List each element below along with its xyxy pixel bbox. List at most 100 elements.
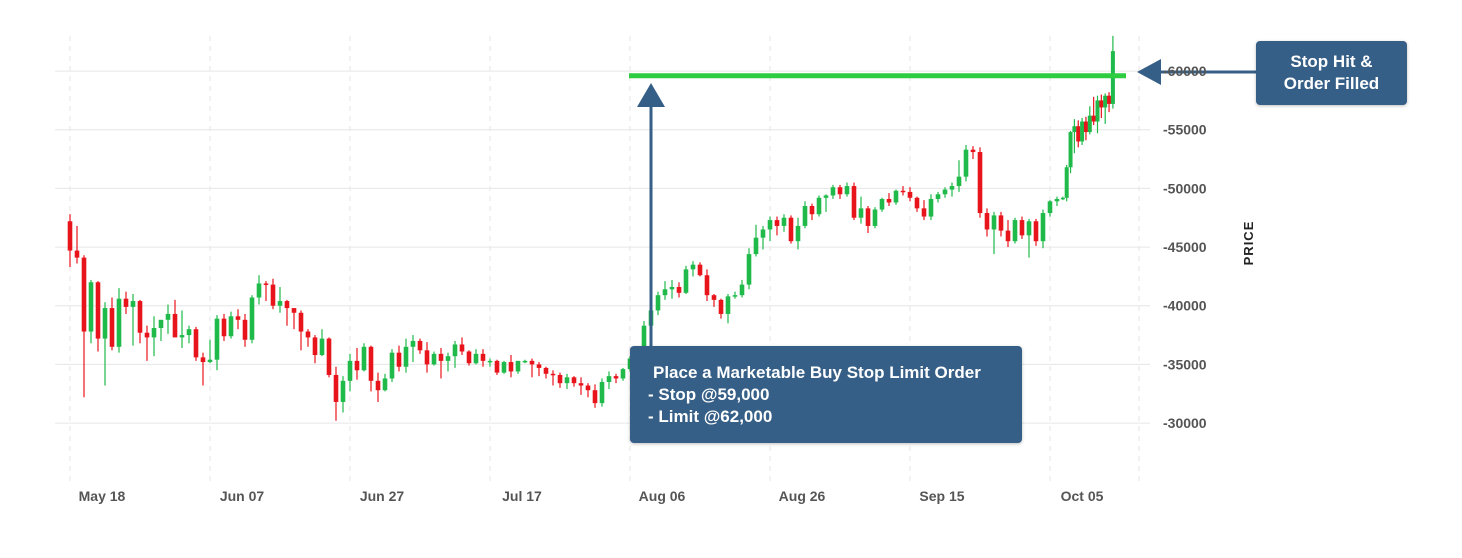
stop-hit-line1: Stop Hit & xyxy=(1290,52,1373,71)
candle-body xyxy=(655,295,661,311)
candle-body xyxy=(1026,221,1032,236)
candle xyxy=(592,384,598,408)
candle-body xyxy=(550,373,556,376)
candle xyxy=(1068,130,1073,174)
candle-body xyxy=(298,312,304,332)
candle xyxy=(788,215,794,244)
candle-body xyxy=(788,217,794,242)
candle xyxy=(1107,92,1112,113)
order-callout-limit: - Limit @62,000 xyxy=(648,407,773,426)
candle xyxy=(347,353,353,392)
candle xyxy=(88,279,94,344)
candle-body xyxy=(872,209,878,226)
candle-body xyxy=(158,319,164,329)
y-tick-label: -35000 xyxy=(1163,356,1207,372)
candle-body xyxy=(186,329,192,336)
candle xyxy=(550,370,556,386)
candle xyxy=(774,216,780,236)
x-tick-label: Jun 27 xyxy=(360,488,405,504)
candle xyxy=(144,325,150,361)
candle xyxy=(746,248,752,290)
candle-body xyxy=(375,380,381,391)
candle xyxy=(991,211,997,255)
candle-body xyxy=(942,189,948,195)
candle xyxy=(998,211,1004,237)
candles xyxy=(67,35,1115,421)
candle xyxy=(865,206,871,233)
candle-body xyxy=(599,382,605,404)
candle-body xyxy=(1047,201,1053,214)
candle xyxy=(956,160,962,192)
candle-body xyxy=(1060,197,1065,200)
candle-body xyxy=(1072,126,1077,133)
candle-body xyxy=(123,298,129,307)
y-axis-ticks: -30000 -35000 -40000 -45000 -50000 -55000 -600… xyxy=(1163,63,1207,431)
candle-body xyxy=(291,308,297,313)
candle xyxy=(340,376,346,413)
candle-body xyxy=(1005,230,1011,242)
candle-body xyxy=(564,377,570,384)
candle-body xyxy=(606,376,612,382)
candle-body xyxy=(270,284,276,306)
candle-body xyxy=(669,286,675,290)
candle xyxy=(781,214,787,232)
candle xyxy=(921,200,927,221)
candle-body xyxy=(704,275,710,296)
candle xyxy=(284,299,290,326)
candle xyxy=(536,362,542,377)
candle xyxy=(473,349,479,365)
candle xyxy=(123,291,129,314)
candle xyxy=(221,313,227,341)
candle-body xyxy=(837,187,843,195)
candle-body xyxy=(1107,95,1112,104)
candle-body xyxy=(900,190,906,193)
candle xyxy=(81,255,87,398)
candle-body xyxy=(193,329,199,358)
candle xyxy=(543,366,549,379)
stop-hit-line2: Order Filled xyxy=(1283,74,1380,93)
order-arrow-head xyxy=(637,83,665,107)
candle xyxy=(235,309,241,330)
candle-body xyxy=(1099,100,1104,108)
candle-body xyxy=(221,318,227,337)
candle xyxy=(67,214,73,268)
candle xyxy=(1012,217,1018,244)
candle xyxy=(291,308,297,330)
candle xyxy=(732,291,738,299)
candle xyxy=(1040,209,1046,249)
candle-body xyxy=(732,295,738,297)
candle-body xyxy=(1103,95,1108,108)
candle xyxy=(907,187,913,202)
candle xyxy=(186,325,192,344)
y-tick-label: -60000 xyxy=(1163,63,1207,79)
candle xyxy=(872,207,878,229)
candle xyxy=(697,262,703,277)
y-tick-label: -50000 xyxy=(1163,180,1207,196)
candle-body xyxy=(676,286,682,293)
candle xyxy=(137,299,143,344)
candle-body xyxy=(312,337,318,356)
candle-body xyxy=(67,221,73,251)
candle xyxy=(1095,95,1100,134)
candle xyxy=(130,294,136,346)
candle xyxy=(1110,35,1115,109)
candle-body xyxy=(578,383,584,386)
candle-body xyxy=(473,353,479,364)
candle-body xyxy=(445,356,451,361)
candle-body xyxy=(480,353,486,361)
candle-body xyxy=(1068,132,1073,168)
candle xyxy=(1047,200,1053,217)
candle xyxy=(816,195,822,217)
candle xyxy=(739,279,745,298)
candle-body xyxy=(459,344,465,352)
candle-body xyxy=(347,360,353,381)
candle-body xyxy=(851,186,857,218)
candle xyxy=(900,186,906,196)
candle xyxy=(690,261,696,277)
candle-body xyxy=(382,378,388,391)
candle xyxy=(305,329,311,347)
y-tick-label: -30000 xyxy=(1163,415,1207,431)
candle xyxy=(1026,218,1032,258)
candle-body xyxy=(417,340,423,351)
x-tick-label: Oct 05 xyxy=(1061,488,1104,504)
